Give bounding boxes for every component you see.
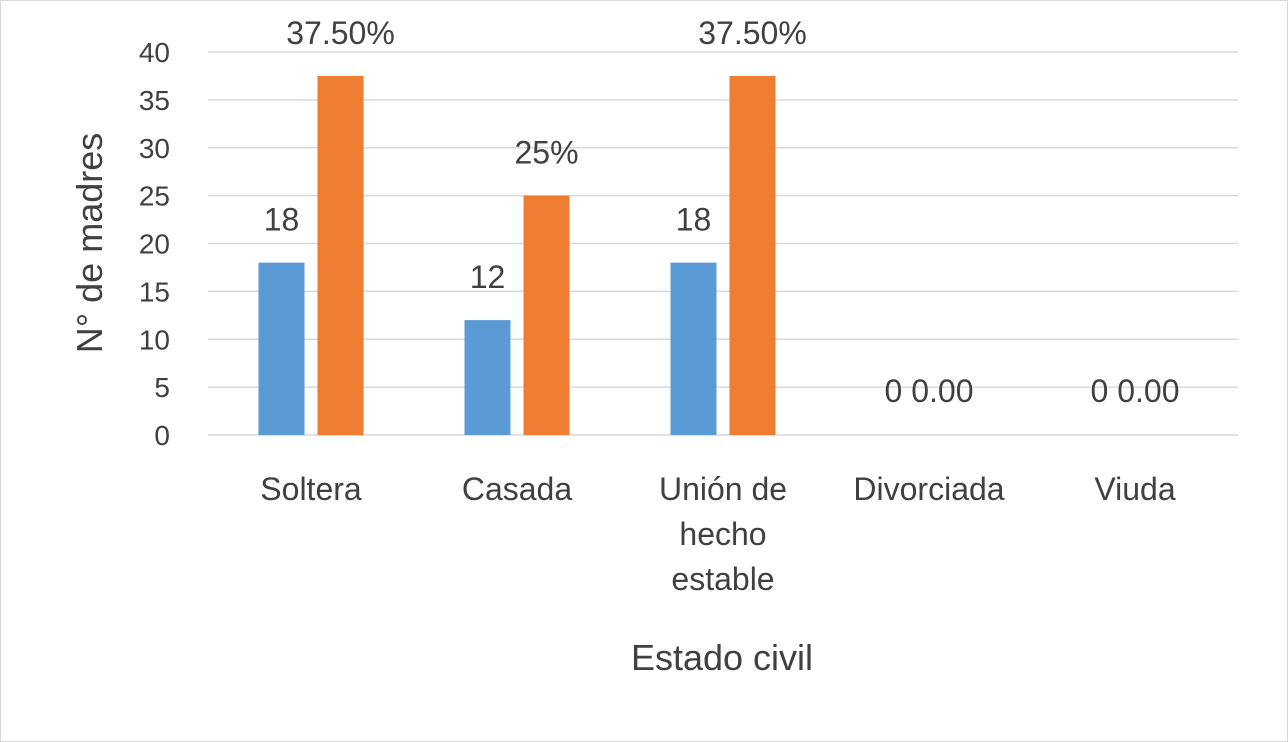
x-category-label: estable — [671, 561, 774, 597]
data-label: 18 — [264, 202, 300, 238]
gridlines — [208, 51, 1238, 436]
bar-percent — [523, 195, 570, 435]
y-tick-label: 5 — [154, 372, 170, 403]
y-tick-label: 10 — [139, 324, 170, 355]
x-category-label: Soltera — [260, 471, 362, 507]
data-label-part: 0 — [1091, 373, 1109, 409]
x-category-label: Viuda — [1094, 471, 1175, 507]
bar-count — [464, 320, 511, 435]
y-tick-label: 15 — [139, 276, 170, 307]
y-tick-label: 0 — [154, 420, 170, 451]
bar-count — [670, 262, 717, 435]
y-axis-ticks: 0 5 10 15 20 25 30 35 40 — [139, 37, 170, 451]
y-axis-title: N° de madres — [69, 133, 110, 353]
bar-percent — [317, 75, 364, 435]
x-axis-categories: Soltera Casada Unión de hecho estable Divorci… — [260, 471, 1176, 597]
y-tick-label: 35 — [139, 85, 170, 116]
x-category-label: Casada — [462, 471, 573, 507]
x-category-label: hecho — [679, 516, 766, 552]
bars — [258, 75, 776, 435]
data-label-part: 0.00 — [902, 373, 973, 409]
data-label: 37.50% — [286, 15, 395, 51]
data-label: 25% — [514, 135, 578, 171]
data-label-part: 0 — [885, 373, 903, 409]
x-category-label: Divorciada — [853, 471, 1004, 507]
x-axis-title: Estado civil — [631, 637, 813, 678]
data-label-zero: 0 0.00 — [1091, 373, 1180, 409]
data-label: 12 — [470, 259, 506, 295]
y-tick-label: 25 — [139, 181, 170, 212]
data-label-zero: 0 0.00 — [885, 373, 974, 409]
data-label: 18 — [676, 202, 712, 238]
x-category-label: Unión de — [659, 471, 787, 507]
data-label-part: 0.00 — [1108, 373, 1179, 409]
bar-count — [258, 262, 305, 435]
y-tick-label: 20 — [139, 229, 170, 260]
data-label: 37.50% — [698, 15, 807, 51]
y-tick-label: 40 — [139, 37, 170, 68]
y-tick-label: 30 — [139, 133, 170, 164]
bar-percent — [729, 75, 776, 435]
